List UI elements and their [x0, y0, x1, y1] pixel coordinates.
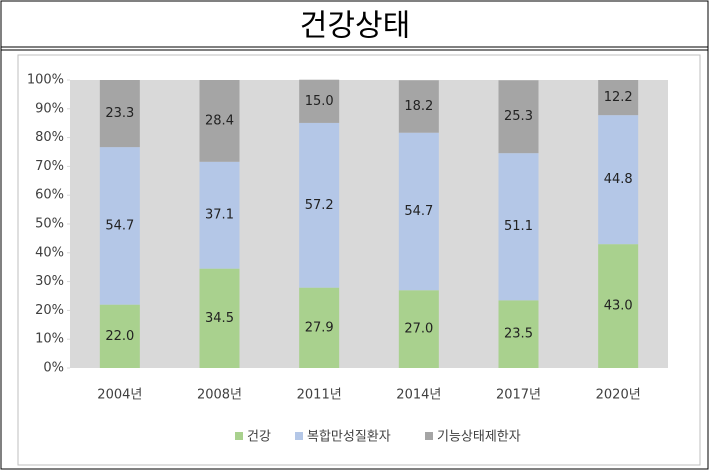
value-label: 23.5 [504, 327, 533, 342]
bar-segment [299, 287, 340, 368]
value-label: 28.4 [205, 113, 234, 128]
x-tick-label: 2014년 [396, 388, 441, 403]
bar-segment [299, 122, 340, 288]
legend-swatch [295, 432, 303, 440]
bar-segment [498, 80, 539, 154]
bar-segment [398, 80, 439, 133]
bar-segment [99, 304, 140, 368]
y-tick-label: 10% [35, 332, 64, 347]
x-tick-label: 2017년 [496, 388, 541, 403]
bar-segment [199, 80, 240, 162]
value-label: 44.8 [604, 172, 633, 187]
value-label: 43.0 [604, 299, 633, 314]
value-label: 22.0 [105, 329, 134, 344]
x-tick-label: 2011년 [297, 388, 342, 403]
value-label: 51.1 [504, 219, 533, 234]
bar-segment [199, 268, 240, 368]
y-tick-label: 80% [35, 130, 64, 145]
bar-segment [598, 80, 639, 116]
y-tick-label: 40% [35, 245, 64, 260]
bar-segment [99, 147, 140, 305]
y-tick-label: 90% [35, 101, 64, 116]
legend-label: 건강 [247, 430, 271, 445]
value-label: 15.0 [305, 94, 334, 109]
plot-area [70, 80, 668, 368]
y-tick-label: 50% [35, 217, 64, 232]
bar-segment [498, 300, 539, 368]
legend-swatch [235, 432, 243, 440]
bar-segment [598, 115, 639, 245]
value-label: 37.1 [205, 208, 234, 223]
value-label: 27.0 [404, 322, 433, 337]
y-tick-label: 100% [27, 73, 64, 88]
legend-swatch [425, 432, 433, 440]
value-label: 54.7 [404, 204, 433, 219]
bar-segment [498, 153, 539, 301]
y-tick-label: 60% [35, 188, 64, 203]
bar-segment [398, 290, 439, 368]
value-label: 12.2 [604, 90, 633, 105]
bar-segment [598, 244, 639, 368]
bar-segment [199, 161, 240, 269]
y-tick-label: 20% [35, 303, 64, 318]
y-tick-label: 70% [35, 159, 64, 174]
bar-segment [299, 79, 340, 123]
y-tick-label: 0% [43, 361, 64, 376]
y-tick-label: 30% [35, 274, 64, 289]
x-tick-label: 2004년 [97, 388, 142, 403]
value-label: 18.2 [404, 99, 433, 114]
chart-title: 건강상태 [300, 9, 410, 44]
chart-box [17, 54, 701, 466]
legend-label: 복합만성질환자 [307, 430, 391, 445]
value-label: 23.3 [105, 106, 134, 121]
value-label: 54.7 [105, 218, 134, 233]
value-label: 27.9 [305, 320, 334, 335]
value-label: 34.5 [205, 311, 234, 326]
x-tick-label: 2020년 [596, 388, 641, 403]
x-tick-label: 2008년 [197, 388, 242, 403]
value-label: 57.2 [305, 198, 334, 213]
bar-segment [99, 80, 140, 148]
legend-label: 기능상태제한자 [437, 430, 521, 445]
bar-segment [398, 132, 439, 291]
value-label: 25.3 [504, 109, 533, 124]
